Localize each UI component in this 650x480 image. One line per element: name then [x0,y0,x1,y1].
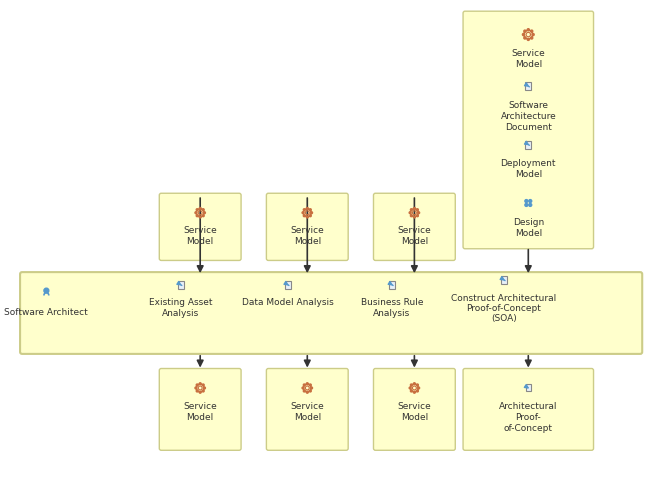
Circle shape [200,208,201,210]
Text: Architectural
Proof-
of-Concept: Architectural Proof- of-Concept [499,401,558,432]
Circle shape [413,392,415,394]
Circle shape [418,387,420,389]
Text: Existing Asset
Analysis: Existing Asset Analysis [149,298,213,317]
Text: Deployment
Model: Deployment Model [500,159,556,179]
Circle shape [529,204,532,207]
Circle shape [311,387,313,389]
Circle shape [309,384,311,386]
Text: Data Model Analysis: Data Model Analysis [242,298,333,307]
Circle shape [413,216,415,218]
Circle shape [304,390,306,392]
Circle shape [524,38,526,40]
Text: Software Architect: Software Architect [5,308,88,316]
Circle shape [302,387,304,389]
FancyBboxPatch shape [374,369,455,450]
Text: Service
Model: Service Model [291,226,324,246]
Circle shape [304,209,306,211]
Circle shape [409,387,411,389]
Bar [177,281,184,289]
FancyBboxPatch shape [266,194,348,261]
Circle shape [196,390,198,392]
Circle shape [524,31,526,33]
Circle shape [413,383,415,385]
Circle shape [306,208,308,210]
FancyBboxPatch shape [266,369,348,450]
Bar [525,83,531,91]
Circle shape [527,39,529,41]
Text: Design
Model: Design Model [513,217,544,237]
Circle shape [410,209,412,211]
Circle shape [196,209,198,211]
FancyBboxPatch shape [463,12,593,249]
Circle shape [309,209,311,211]
Circle shape [196,216,198,217]
Circle shape [525,200,528,203]
Circle shape [304,216,306,217]
Circle shape [200,216,201,218]
Circle shape [202,384,204,386]
Circle shape [195,387,197,389]
Circle shape [523,35,525,36]
Circle shape [409,212,411,214]
Circle shape [44,288,49,293]
Circle shape [417,384,419,386]
Circle shape [530,38,533,40]
Circle shape [203,212,205,214]
Circle shape [304,384,306,386]
Bar [525,141,531,149]
Circle shape [532,35,534,36]
Bar [285,281,291,289]
Circle shape [410,216,412,217]
Circle shape [311,212,313,214]
Circle shape [202,209,204,211]
Text: Construct Architectural
Proof-of-Concept
(SOA): Construct Architectural Proof-of-Concept… [451,293,556,323]
Circle shape [525,204,528,207]
Circle shape [202,390,204,392]
Text: Service
Model: Service Model [398,401,431,421]
FancyBboxPatch shape [374,194,455,261]
Bar [526,384,531,392]
Circle shape [309,390,311,392]
FancyBboxPatch shape [20,273,642,354]
FancyBboxPatch shape [159,194,241,261]
Circle shape [413,208,415,210]
Circle shape [530,31,533,33]
Circle shape [529,200,532,203]
Circle shape [200,383,201,385]
Circle shape [527,30,529,32]
Circle shape [306,383,308,385]
Text: Service
Model: Service Model [291,401,324,421]
Circle shape [410,390,412,392]
Text: Service
Model: Service Model [398,226,431,246]
Circle shape [306,216,308,218]
Circle shape [302,212,304,214]
Circle shape [410,384,412,386]
Bar [501,276,507,284]
Bar [389,281,395,289]
Circle shape [203,387,205,389]
Text: Service
Model: Service Model [183,226,217,246]
FancyBboxPatch shape [159,369,241,450]
Circle shape [309,216,311,217]
Circle shape [200,392,201,394]
Circle shape [202,216,204,217]
Text: Service
Model: Service Model [183,401,217,421]
Text: Business Rule
Analysis: Business Rule Analysis [361,298,423,317]
Circle shape [196,384,198,386]
Circle shape [195,212,197,214]
Circle shape [418,212,420,214]
Text: Service
Model: Service Model [512,49,545,69]
Circle shape [417,209,419,211]
Text: Software
Architecture
Document: Software Architecture Document [500,101,556,132]
Circle shape [417,216,419,217]
FancyBboxPatch shape [463,369,593,450]
Circle shape [417,390,419,392]
Circle shape [306,392,308,394]
